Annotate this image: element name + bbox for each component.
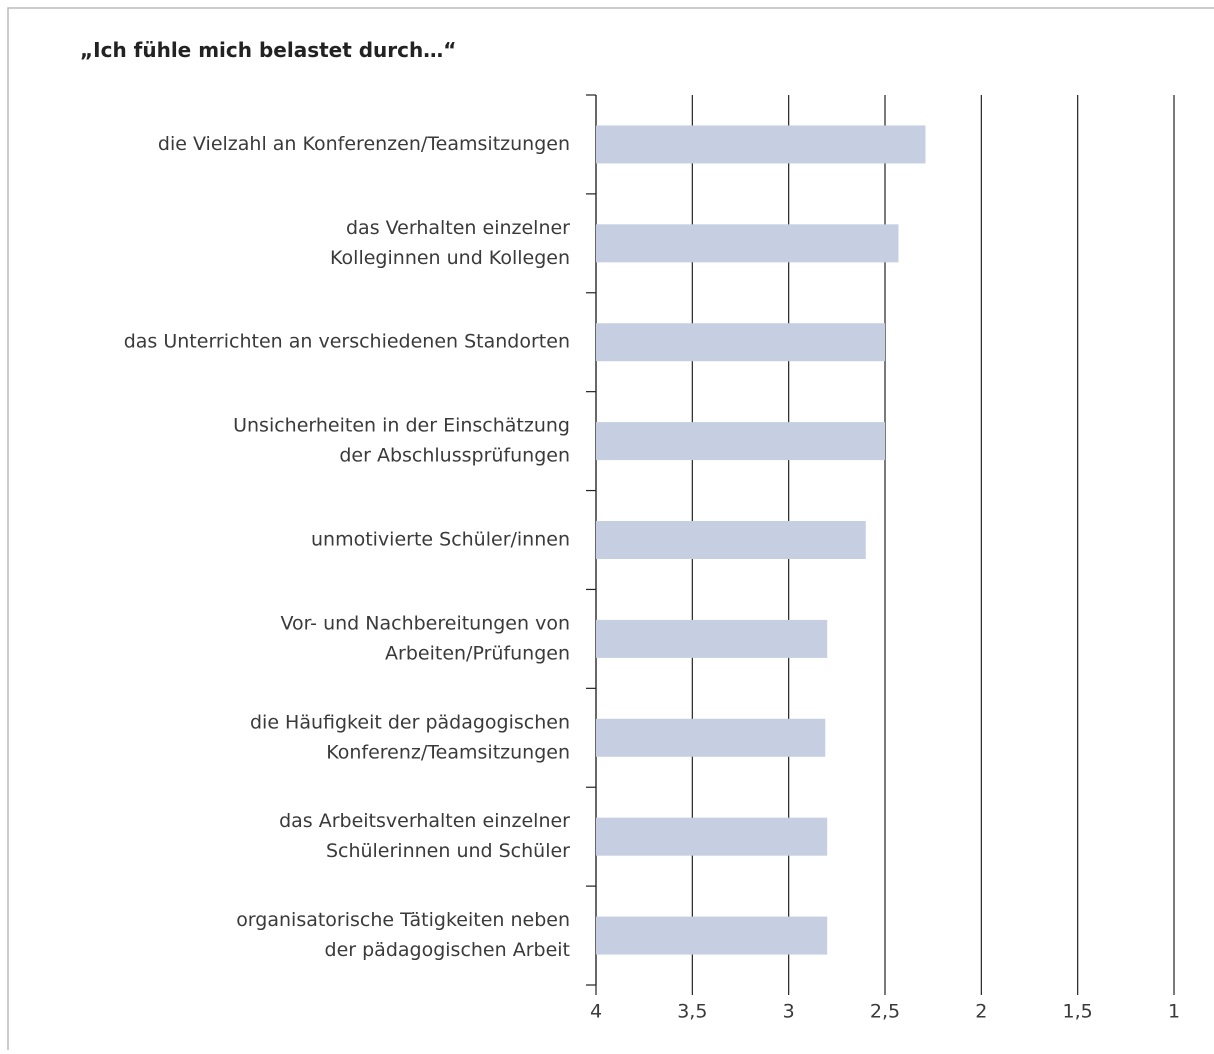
x-tick-label: 2,5 — [870, 1001, 900, 1023]
y-tick-label: Arbeiten/Prüfungen — [385, 642, 570, 664]
y-tick-label: Schülerinnen und Schüler — [326, 840, 570, 862]
y-tick-label: der Abschlussprüfungen — [339, 445, 570, 467]
y-tick-label: die Vielzahl an Konferenzen/Teamsitzunge… — [158, 133, 570, 155]
y-tick-label: Kolleginnen und Kollegen — [330, 247, 570, 269]
bar — [596, 916, 828, 955]
x-tick-label: 4 — [590, 1001, 602, 1023]
bar — [596, 323, 885, 362]
bar — [596, 718, 826, 757]
bar — [596, 125, 926, 164]
y-tick-label: das Arbeitsverhalten einzelner — [279, 810, 570, 832]
y-tick-label: der pädagogischen Arbeit — [325, 939, 570, 961]
y-tick-label: unmotivierte Schüler/innen — [311, 529, 570, 551]
bar — [596, 817, 828, 856]
x-tick-label: 3,5 — [677, 1001, 707, 1023]
x-tick-label: 3 — [783, 1001, 795, 1023]
y-tick-label: das Verhalten einzelner — [346, 217, 570, 239]
y-tick-label: die Häufigkeit der pädagogischen — [250, 711, 570, 733]
y-tick-label: Unsicherheiten in der Einschätzung — [233, 415, 570, 437]
x-tick-label: 1,5 — [1063, 1001, 1093, 1023]
bar — [596, 619, 828, 658]
y-tick-label: Konferenz/Teamsitzungen — [326, 741, 570, 763]
y-tick-label: organisatorische Tätigkeiten neben — [236, 909, 570, 931]
chart-title: „Ich fühle mich belastet durch…“ — [80, 38, 456, 62]
y-tick-label: Vor- und Nachbereitungen von — [280, 612, 570, 634]
frame — [7, 7, 1214, 1054]
bar — [596, 422, 885, 461]
x-tick-label: 1 — [1168, 1001, 1180, 1023]
x-tick-label: 2 — [975, 1001, 987, 1023]
bar — [596, 521, 866, 559]
bar — [596, 224, 899, 263]
y-tick-label: das Unterrichten an verschiedenen Stando… — [124, 331, 570, 353]
